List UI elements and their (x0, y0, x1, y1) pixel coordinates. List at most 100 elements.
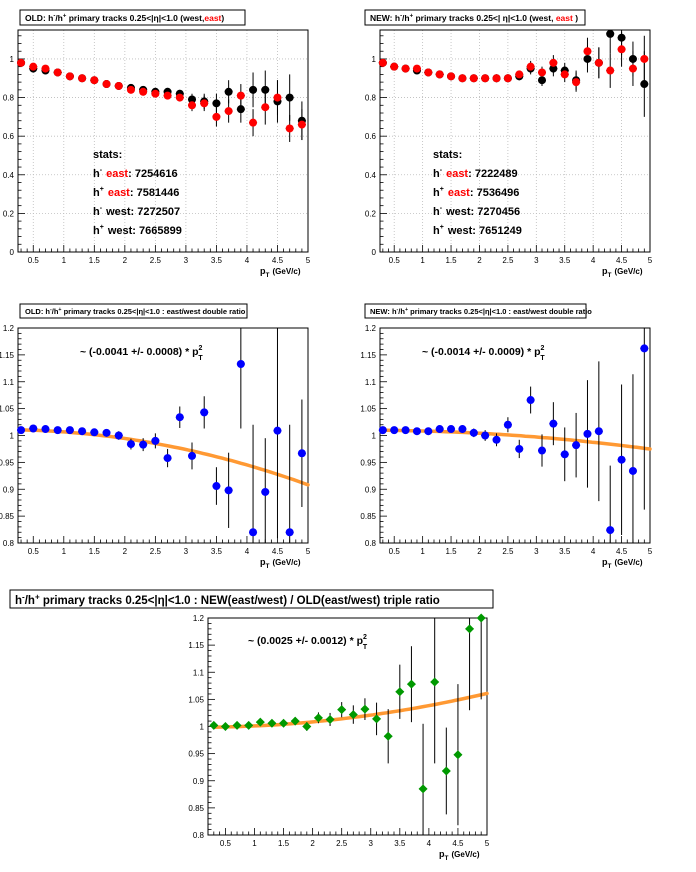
title-part: h (15, 595, 22, 607)
stats-word: west (107, 225, 133, 237)
marker (188, 101, 196, 110)
data-point (17, 426, 26, 435)
title-part: - (50, 307, 52, 313)
data-point (526, 386, 535, 414)
title-part: - (397, 307, 399, 313)
x-tick-label: 1.5 (445, 256, 457, 265)
data-point (29, 424, 38, 433)
marker (236, 360, 245, 369)
x-axis-label: pT (GeV/c) (260, 557, 301, 570)
marker (418, 784, 428, 794)
y-tick-label: 0.85 (188, 804, 204, 813)
marker (285, 93, 294, 102)
stats-h: h (433, 168, 440, 180)
x-tick-label: 5 (485, 839, 490, 848)
title-part: + (405, 307, 408, 313)
fit-formula-sup: 2 (363, 634, 367, 641)
x-axis-label: pT (GeV/c) (602, 557, 643, 570)
stats-sign: - (440, 167, 443, 174)
data-point (435, 425, 444, 434)
data-point (188, 442, 196, 470)
x-tick-label: 1.5 (89, 547, 101, 556)
marker (114, 431, 123, 440)
data-point (53, 426, 62, 435)
y-tick-label: 1.15 (360, 351, 376, 360)
marker (606, 66, 615, 75)
panel-mr: NEW: h-/h+ primary tracks 0.25<|η|<1.0 :… (360, 303, 653, 570)
stats-word: east (448, 187, 470, 199)
x-tick-label: 3 (184, 256, 189, 265)
data-point (606, 29, 615, 54)
y-tick-label: 1 (10, 432, 15, 441)
marker (515, 70, 524, 79)
title-box (364, 303, 587, 319)
marker (458, 425, 467, 434)
stats-heading: stats: (433, 149, 462, 161)
x-tick-label: 4.5 (272, 547, 284, 556)
panel-title: OLD: h-/h+ primary tracks 0.25<|η|<1.0 (… (25, 13, 224, 23)
data-point (458, 425, 467, 434)
data-point (267, 718, 277, 728)
marker (224, 87, 233, 96)
data-point (279, 718, 289, 728)
data-point (617, 384, 626, 535)
marker (492, 74, 501, 83)
data-point (594, 361, 603, 502)
data-point (458, 74, 467, 83)
stats-sign: + (440, 224, 444, 231)
fit-curve (212, 691, 489, 729)
marker (212, 112, 221, 121)
marker (102, 428, 111, 437)
data-point (549, 402, 558, 446)
marker (65, 426, 74, 435)
marker (188, 451, 196, 460)
data-point (515, 439, 524, 459)
title-part: /h (398, 307, 405, 316)
x-tick-label: 2 (310, 839, 315, 848)
marker (469, 74, 478, 83)
x-axis-label-sub: T (608, 563, 612, 570)
title-part: primary tracks 0.25<|η|<1.0 (west, (66, 13, 204, 23)
data-point (503, 417, 512, 433)
title-box (9, 589, 494, 609)
x-axis-label: pT (GeV/c) (260, 266, 301, 279)
data-point (492, 74, 501, 83)
data-point (200, 95, 209, 112)
marker (126, 85, 135, 94)
data-point (297, 109, 306, 141)
marker (412, 427, 421, 436)
data-point (435, 70, 444, 79)
data-point (102, 80, 111, 89)
data-point (390, 426, 399, 435)
data-point (453, 684, 463, 826)
panel-title: OLD: h-/h+ primary tracks 0.25<|η|<1.0 :… (25, 307, 246, 316)
x-tick-label: 3.5 (559, 547, 571, 556)
marker (435, 425, 444, 434)
x-axis-label-sub: T (266, 563, 270, 570)
marker (572, 441, 581, 450)
y-tick-label: 1.05 (0, 405, 15, 414)
marker (503, 74, 512, 83)
x-tick-label: 3.5 (559, 256, 571, 265)
title-part: primary tracks 0.25<|η|<1.0 : east/west … (408, 307, 592, 316)
marker (441, 766, 451, 776)
y-tick-label: 0.85 (0, 512, 15, 521)
marker (606, 29, 615, 38)
stats-value: : 7222489 (468, 168, 518, 180)
stats-h: h (93, 187, 100, 199)
data-point (220, 722, 230, 731)
data-point (285, 74, 294, 121)
data-point (114, 81, 123, 90)
title-part: primary tracks 0.25<|η|<1.0 : east/west … (62, 307, 246, 316)
data-point (139, 87, 148, 96)
data-point (481, 430, 490, 441)
stats-h: h (93, 206, 100, 218)
marker (538, 68, 546, 77)
marker (220, 722, 230, 731)
y-tick-label: 1.1 (193, 668, 205, 677)
data-point (594, 47, 603, 79)
data-point (209, 720, 219, 730)
y-tick-label: 1 (10, 55, 15, 64)
x-axis-label-unit: (GeV/c) (451, 850, 479, 859)
data-point (212, 107, 221, 127)
